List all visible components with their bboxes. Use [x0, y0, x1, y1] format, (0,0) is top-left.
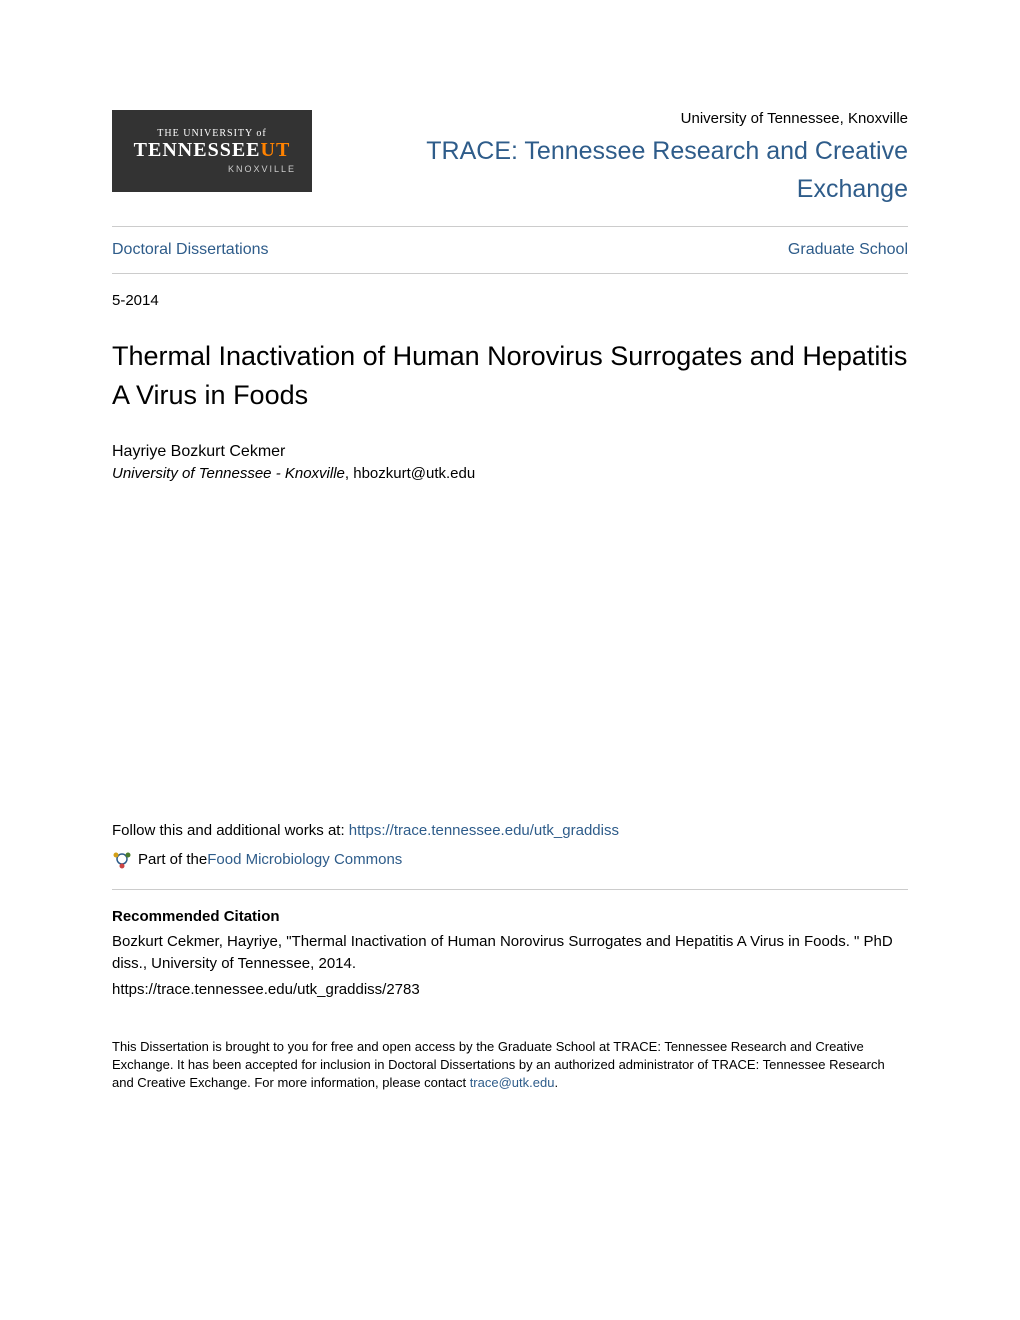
author-affiliation-italic: University of Tennessee - Knoxville [112, 465, 345, 482]
divider-citation [112, 889, 908, 890]
footer-text: This Dissertation is brought to you for … [112, 1038, 908, 1093]
divider-nav [112, 273, 908, 274]
trace-title-link[interactable]: TRACE: Tennessee Research and Creative E… [352, 133, 908, 208]
paper-title: Thermal Inactivation of Human Norovirus … [112, 337, 908, 415]
header-section: THE UNIVERSITY of TENNESSEEUT KNOXVILLE … [112, 110, 908, 208]
network-icon [112, 849, 132, 869]
citation-text: Bozkurt Cekmer, Hayriye, "Thermal Inacti… [112, 931, 908, 975]
logo-line2-wrap: TENNESSEEUT [134, 139, 291, 162]
university-name: University of Tennessee, Knoxville [352, 110, 908, 127]
logo-line1: THE UNIVERSITY of [157, 128, 266, 139]
commons-row: Part of the Food Microbiology Commons [112, 849, 908, 869]
nav-graduate-school[interactable]: Graduate School [788, 241, 908, 259]
author-name: Hayriye Bozkurt Cekmer [112, 443, 908, 461]
header-text: University of Tennessee, Knoxville TRACE… [312, 110, 908, 208]
breadcrumb-nav: Doctoral Dissertations Graduate School [112, 227, 908, 273]
university-logo[interactable]: THE UNIVERSITY of TENNESSEEUT KNOXVILLE [112, 110, 312, 192]
logo-line2: TENNESSEE [134, 139, 261, 162]
footer-email-link[interactable]: trace@utk.edu [470, 1075, 555, 1090]
commons-link[interactable]: Food Microbiology Commons [207, 851, 402, 868]
author-affiliation: University of Tennessee - Knoxville, hbo… [112, 465, 908, 482]
commons-prefix: Part of the [138, 851, 207, 868]
follow-url-link[interactable]: https://trace.tennessee.edu/utk_graddiss [349, 822, 619, 839]
follow-works-row: Follow this and additional works at: htt… [112, 822, 908, 839]
author-email: , hbozkurt@utk.edu [345, 465, 475, 482]
logo-orange-mark: UT [261, 139, 291, 161]
citation-url: https://trace.tennessee.edu/utk_graddiss… [112, 981, 908, 998]
footer-suffix: . [554, 1075, 558, 1090]
publication-date: 5-2014 [112, 292, 908, 309]
nav-doctoral-dissertations[interactable]: Doctoral Dissertations [112, 241, 269, 259]
follow-prefix: Follow this and additional works at: [112, 822, 349, 839]
spacer [112, 482, 908, 822]
logo-line3: KNOXVILLE [228, 164, 296, 174]
recommended-citation-heading: Recommended Citation [112, 908, 908, 925]
